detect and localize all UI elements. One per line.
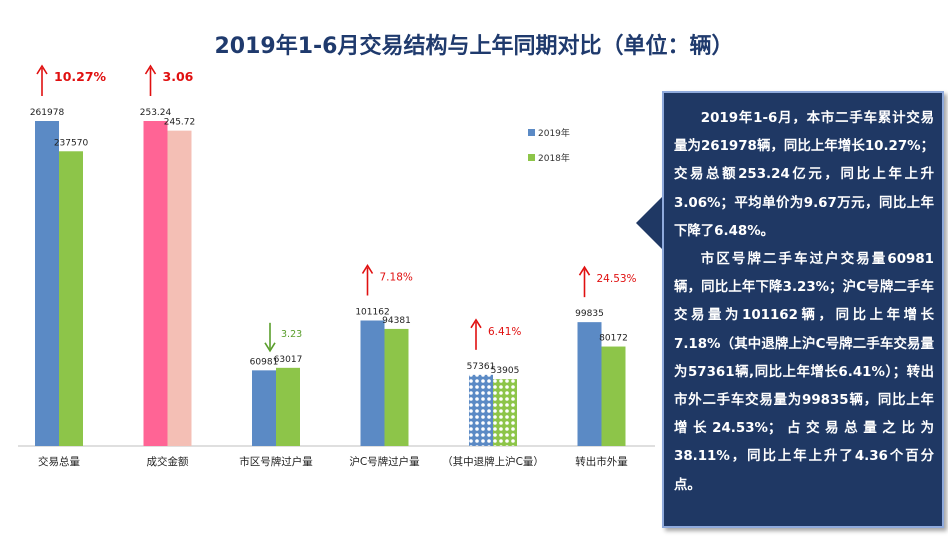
bar-2019-1 bbox=[143, 121, 168, 446]
bar-2019-2 bbox=[252, 370, 276, 446]
summary-paragraph-2: 市区号牌二手车过户交易量60981辆，同比上年下降3.23%；沪C号牌二手车交易… bbox=[674, 252, 934, 493]
x-tick-label-1: 成交金额 bbox=[147, 455, 189, 468]
change-arrow-up-icon-0 bbox=[36, 64, 48, 75]
bar-2019-5 bbox=[577, 322, 602, 446]
change-arrow-down-icon-2 bbox=[264, 342, 276, 353]
change-arrow-up-icon-1 bbox=[144, 64, 157, 75]
change-label-5: 24.53% bbox=[597, 273, 637, 285]
change-label-2: 3.23 bbox=[281, 329, 302, 340]
change-label-3: 7.18% bbox=[380, 272, 413, 284]
bar-2019-0 bbox=[35, 121, 59, 446]
page-title: 2019年1-6月交易结构与上年同期对比（单位：辆） bbox=[214, 34, 734, 59]
x-tick-label-5: 转出市外量 bbox=[575, 455, 628, 468]
data-label-2018-3: 94381 bbox=[382, 316, 411, 326]
legend-label-2019: 2019年 bbox=[538, 127, 570, 139]
x-tick-label-4: （其中退牌上沪C量） bbox=[442, 455, 544, 468]
data-label-2018-1: 245.72 bbox=[164, 118, 196, 128]
bar-2018-1 bbox=[167, 130, 192, 446]
change-arrow-up-icon-5 bbox=[578, 265, 591, 276]
x-tick-label-3: 沪C号牌过户量 bbox=[349, 455, 420, 468]
data-label-2019-1: 253.24 bbox=[140, 108, 172, 118]
data-label-2018-4: 53905 bbox=[491, 366, 520, 376]
data-label-2018-5: 80172 bbox=[599, 334, 628, 344]
data-label-2019-3: 101162 bbox=[355, 308, 389, 318]
data-label-2019-2: 60981 bbox=[250, 357, 279, 367]
data-label-2019-4: 57361 bbox=[467, 362, 496, 372]
bar-2018-3 bbox=[384, 328, 409, 446]
data-label-2018-2: 63017 bbox=[274, 355, 303, 365]
change-label-4: 6.41% bbox=[488, 326, 521, 338]
legend-swatch-2019 bbox=[528, 129, 535, 136]
callout-pointer bbox=[636, 195, 664, 251]
data-label-2018-0: 237570 bbox=[54, 138, 89, 148]
data-label-2019-0: 261978 bbox=[30, 108, 65, 118]
change-label-0: 10.27% bbox=[54, 69, 107, 84]
bar-2018-0 bbox=[59, 151, 83, 446]
legend-swatch-2018 bbox=[528, 154, 535, 161]
summary-callout: 2019年1-6月，本市二手车累计交易量为261978辆，同比上年增长10.27… bbox=[662, 91, 944, 528]
bar-2018-4 bbox=[493, 379, 517, 446]
data-label-2019-5: 99835 bbox=[575, 309, 604, 319]
change-arrow-up-icon-4 bbox=[470, 318, 482, 329]
x-tick-label-0: 交易总量 bbox=[38, 455, 80, 468]
bar-2019-4 bbox=[469, 374, 493, 446]
bar-2019-3 bbox=[360, 320, 385, 446]
summary-paragraph-1: 2019年1-6月，本市二手车累计交易量为261978辆，同比上年增长10.27… bbox=[674, 111, 934, 239]
change-arrow-up-icon-3 bbox=[361, 263, 374, 274]
change-label-1: 3.06 bbox=[163, 69, 194, 84]
bar-2018-5 bbox=[601, 346, 626, 446]
bar-2018-2 bbox=[276, 367, 300, 446]
legend-label-2018: 2018年 bbox=[538, 152, 570, 164]
x-tick-label-2: 市区号牌过户量 bbox=[239, 455, 313, 468]
